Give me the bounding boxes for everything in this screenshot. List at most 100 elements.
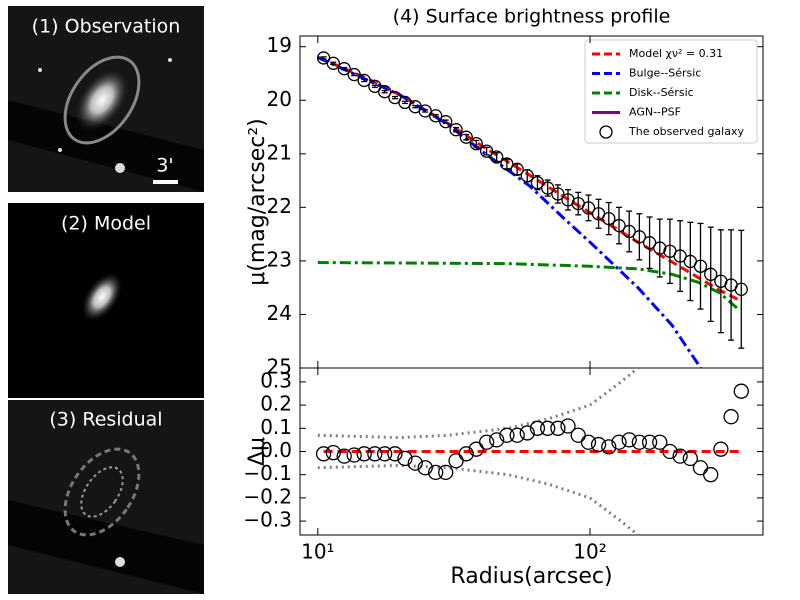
galaxy: [74, 67, 130, 133]
x-tick-label: 10¹: [301, 540, 334, 564]
data-point: [489, 432, 505, 448]
data-point: [407, 455, 423, 471]
panel-label: (2) Model: [61, 213, 151, 235]
data-point: [682, 450, 698, 467]
residual-arm: [80, 466, 124, 518]
data-point: [540, 420, 556, 436]
data-point: [642, 236, 657, 250]
data-point: [499, 427, 515, 443]
data-point: [692, 460, 709, 476]
y-tick-label: 0.2: [260, 392, 292, 416]
data-point: [315, 446, 332, 462]
data-point: [632, 230, 647, 244]
data-point: [611, 434, 627, 450]
x-tick-label: 10²: [573, 540, 606, 564]
data-point: [378, 85, 392, 99]
data-point: [673, 249, 687, 263]
chart: Δμ Radius(arcsec) −0.3−0.2−0.10.00.10.20.3…: [243, 36, 764, 589]
y-tick-label: −0.2: [243, 484, 292, 508]
data-point: [662, 443, 678, 460]
data-point: [448, 453, 464, 469]
galaxy-arm: [63, 55, 141, 145]
star: [38, 68, 42, 72]
data-point: [346, 447, 362, 463]
data-point: [713, 441, 729, 457]
star: [115, 557, 125, 567]
data-point: [672, 448, 688, 464]
data-point: [541, 181, 555, 195]
data-point: [602, 211, 616, 226]
data-point: [429, 109, 443, 123]
data-point: [570, 427, 586, 443]
star: [115, 163, 125, 173]
data-point: [723, 409, 739, 425]
model-galaxy: [81, 272, 123, 322]
y-axis-label: Δμ: [245, 437, 270, 466]
model-line: [317, 463, 639, 535]
legend: Model χν² = 0.31 Bulge--Sérsic Disk--Sérsi…: [584, 39, 758, 144]
data-point: [652, 434, 668, 450]
y-axis-label: μ(mag/arcsec²): [245, 118, 270, 286]
data-point: [641, 434, 658, 450]
y-tick-label: 0.3: [260, 368, 292, 392]
y-tick-label: 23: [267, 247, 292, 271]
legend-label: The observed galaxy: [628, 125, 744, 138]
data-point: [580, 434, 597, 450]
data-point: [468, 441, 484, 457]
y-tick-label: 22: [267, 194, 292, 218]
data-point: [529, 420, 546, 436]
chart-title: (4) Surface brightness profile: [393, 6, 671, 28]
data-point: [347, 67, 361, 82]
data-point: [693, 259, 708, 273]
data-point: [478, 434, 495, 450]
data-point: [601, 439, 617, 455]
y-tick-label: −0.3: [243, 508, 292, 532]
data-point: [459, 130, 473, 144]
y-tick-label: 0.1: [260, 415, 292, 439]
data-point: [458, 446, 474, 462]
data-point: [734, 282, 748, 296]
data-point: [612, 218, 626, 233]
charts: (4) Surface brightness profile μ(mag/arcs…: [243, 6, 764, 589]
data-point: [704, 267, 718, 281]
data-point: [653, 241, 667, 255]
data-point: [469, 136, 483, 151]
legend-label: Disk--Sérsic: [629, 86, 694, 99]
data-point: [510, 162, 524, 176]
legend-label: Model χν² = 0.31: [629, 47, 723, 60]
image-panels: 3' (1) Observation (2) Model (3) Residua…: [8, 6, 204, 594]
y-tick-label: 19: [267, 33, 292, 57]
residual-arm: [63, 447, 141, 537]
data-point: [703, 467, 719, 483]
model-line: [317, 368, 639, 440]
data-point: [417, 460, 433, 476]
data-point: [356, 446, 372, 462]
data-point: [733, 383, 749, 399]
data-point: [581, 201, 596, 215]
data-point: [479, 144, 494, 158]
data-point: [590, 436, 607, 453]
data-point: [490, 150, 504, 164]
image-stripe: [8, 100, 204, 192]
scale-label: 3': [156, 155, 173, 177]
data-point: [438, 464, 454, 481]
chart: (4) Surface brightness profile μ(mag/arcs…: [245, 6, 764, 379]
data-point: [519, 425, 535, 441]
legend-symbol: [599, 125, 613, 139]
data-point: [449, 123, 463, 137]
image-stripe: [8, 500, 204, 594]
y-tick-label: 0.0: [260, 438, 292, 462]
data-point: [551, 187, 565, 201]
data-point: [621, 432, 637, 448]
y-tick-label: 20: [267, 87, 292, 111]
data-point: [325, 445, 341, 461]
y-tick-label: 21: [267, 140, 292, 164]
y-tick-label: −0.1: [243, 461, 292, 485]
data-point: [337, 62, 351, 76]
data-point: [336, 448, 352, 464]
legend-label: AGN--PSF: [629, 106, 681, 119]
data-point: [560, 418, 576, 434]
data-point: [326, 56, 340, 70]
panel-label: (1) Observation: [32, 16, 181, 38]
